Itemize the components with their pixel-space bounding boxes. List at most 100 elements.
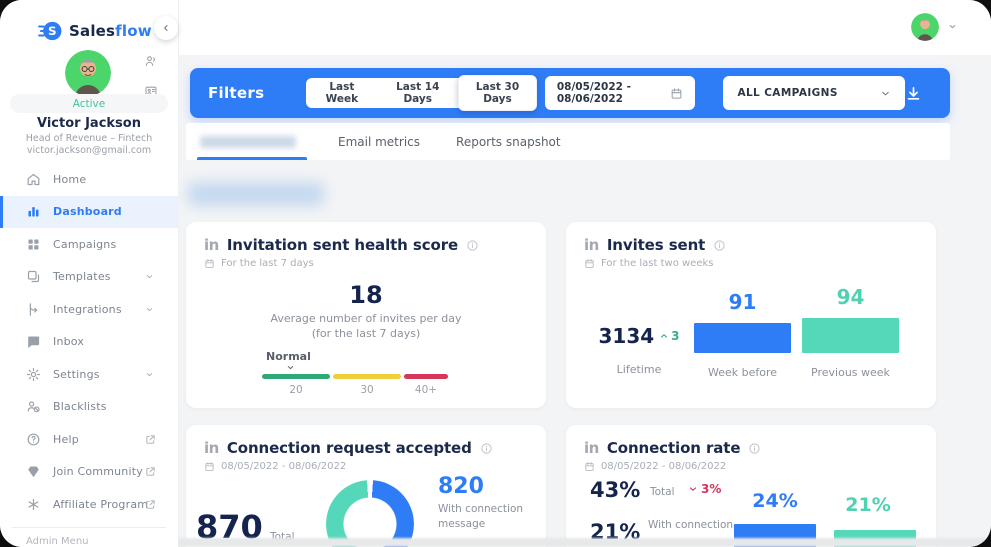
chevron-down-icon (145, 272, 154, 281)
bottom-edge-fade (178, 538, 991, 547)
sidebar: S Salesflow (0, 0, 178, 547)
sidebar-item-campaigns[interactable]: Campaigns (0, 228, 178, 261)
tab-email-metrics[interactable]: Email metrics (338, 134, 421, 149)
bar-label: Lifetime (616, 363, 662, 376)
user-voice-icon[interactable] (144, 54, 158, 68)
sidebar-item-blacklists[interactable]: Blacklists (0, 391, 178, 424)
card-connection-rate: in Connection rate 08/05/2022 - 08/06/20… (566, 425, 936, 547)
active-tab-underline (197, 157, 307, 160)
calendar-icon (204, 461, 215, 472)
calendar-icon (584, 461, 595, 472)
card-invitation-health-score: in Invitation sent health score For the … (186, 222, 546, 408)
chevron-down-icon (145, 305, 154, 314)
avatar[interactable] (65, 50, 111, 96)
sidebar-item-home[interactable]: Home (0, 163, 178, 196)
filters-bar: Filters Last Week Last 14 Days Last 30 D… (190, 68, 950, 118)
card-period-label: 08/05/2022 - 08/06/2022 (221, 461, 347, 472)
sidebar-item-help[interactable]: Help (0, 423, 178, 456)
info-icon[interactable] (748, 442, 761, 455)
gauge-tick: 40+ (414, 383, 438, 396)
health-score-value: 18 (349, 281, 383, 309)
chevron-left-icon (161, 23, 171, 33)
quick-range-group: Last Week Last 14 Days Last 30 Days (306, 75, 537, 111)
download-icon[interactable] (905, 85, 922, 102)
rate-total-label: Total (650, 486, 675, 498)
info-icon[interactable] (480, 442, 493, 455)
message-icon (26, 334, 41, 349)
range-last-14-days-button[interactable]: Last 14 Days (377, 78, 458, 108)
brand-logo: S Salesflow (38, 20, 152, 42)
sidebar-item-integrations[interactable]: Integrations (0, 293, 178, 326)
sidebar-item-inbox[interactable]: Inbox (0, 326, 178, 359)
campaign-select[interactable]: ALL CAMPAIGNS (723, 76, 905, 110)
range-last-week-button[interactable]: Last Week (306, 78, 377, 108)
linkedin-icon: in (204, 438, 219, 457)
profile-name: Victor Jackson (37, 116, 141, 131)
bar-previous-week (802, 318, 899, 353)
gauge-tick: 20 (289, 383, 303, 396)
rate-bar-value: 24% (752, 490, 798, 512)
sidebar-item-settings[interactable]: Settings (0, 358, 178, 391)
sidebar-nav: Home Dashboard Campaigns Templates Integ… (0, 163, 178, 521)
sidebar-item-label: Help (53, 432, 79, 446)
info-icon[interactable] (466, 239, 479, 252)
card-connection-request-accepted: in Connection request accepted 08/05/202… (186, 425, 546, 547)
asterisk-icon (26, 497, 41, 512)
bar-value: 94 (836, 285, 865, 309)
bar-value: 91 (728, 290, 757, 314)
topbar (178, 0, 991, 55)
card-title: Invitation sent health score (226, 236, 459, 254)
gauge-segment-red (404, 373, 448, 379)
chevron-down-icon (880, 88, 891, 99)
gear-icon (26, 367, 41, 382)
card-title: Invites sent (606, 236, 706, 254)
accepted-donut-chart (326, 480, 414, 547)
card-period-label: 08/05/2022 - 08/06/2022 (601, 461, 727, 472)
topbar-avatar[interactable] (911, 13, 939, 41)
tab-active-redacted[interactable] (186, 123, 326, 160)
gauge-segment-green (262, 373, 330, 379)
bar-label: Previous week (811, 366, 890, 379)
grid-icon (26, 237, 41, 252)
section-heading-redacted (188, 182, 324, 206)
sidebar-collapse-button[interactable] (154, 16, 178, 40)
salesflow-logo-icon: S (38, 20, 62, 42)
linkedin-icon: in (584, 438, 599, 457)
sidebar-item-label: Dashboard (53, 205, 122, 219)
rate-bar-value: 21% (845, 494, 891, 516)
divider (12, 527, 166, 528)
chevron-down-icon[interactable] (948, 22, 957, 31)
tab-reports-snapshot[interactable]: Reports snapshot (456, 134, 561, 149)
rate-with-connection-label: With connection (648, 519, 734, 531)
sidebar-item-affiliate-program[interactable]: Affiliate Program (0, 488, 178, 521)
filters-title: Filters (208, 84, 265, 102)
gem-icon (26, 464, 41, 479)
date-range-picker[interactable]: 08/05/2022 - 08/06/2022 (544, 76, 696, 110)
card-title: Connection request accepted (226, 439, 472, 457)
profile-role: Head of Revenue – Fintech (25, 133, 153, 144)
card-invites-sent: in Invites sent For the last two weeks 3… (566, 222, 936, 408)
date-range-value: 08/05/2022 - 08/06/2022 (556, 81, 631, 105)
templates-icon (26, 269, 41, 284)
linkedin-icon: in (584, 235, 599, 254)
svg-text:S: S (48, 24, 57, 38)
sidebar-item-label: Home (53, 172, 87, 186)
sidebar-item-label: Join Community (53, 465, 143, 479)
lifetime-delta: 3 (671, 329, 680, 343)
chevron-up-icon (659, 331, 669, 341)
sidebar-item-templates[interactable]: Templates (0, 261, 178, 294)
chevron-down-icon (286, 363, 448, 372)
sidebar-item-label: Blacklists (53, 400, 107, 414)
status-badge: Active (10, 94, 168, 113)
gauge-segment-yellow (333, 373, 401, 379)
calendar-icon (670, 87, 683, 100)
admin-menu-label: Admin Menu (26, 536, 89, 547)
health-score-description: Average number of invites per day (for t… (270, 312, 462, 341)
range-last-30-days-button[interactable]: Last 30 Days (458, 75, 537, 111)
info-icon[interactable] (713, 239, 726, 252)
lifetime-value: 3134 (598, 324, 655, 348)
sidebar-item-dashboard[interactable]: Dashboard (0, 195, 178, 228)
cards-grid: in Invitation sent health score For the … (186, 222, 936, 547)
sidebar-item-join-community[interactable]: Join Community (0, 456, 178, 489)
